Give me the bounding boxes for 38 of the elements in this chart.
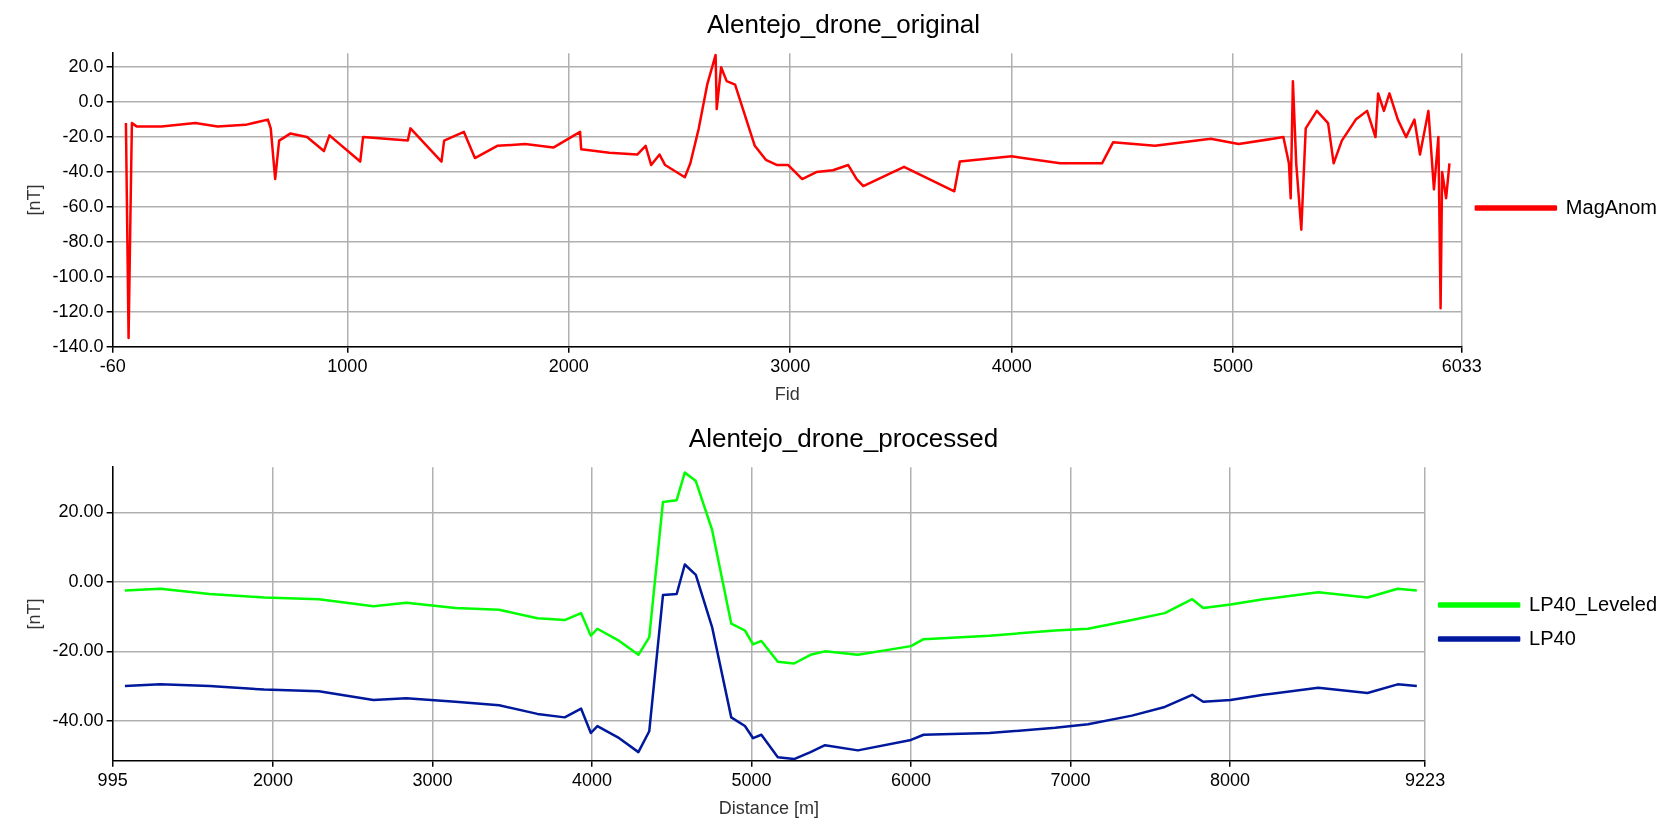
y-tick-label: -100.0	[52, 265, 104, 286]
y-tick-label: -120.0	[52, 300, 104, 321]
y-tick-label: -140.0	[52, 335, 104, 356]
x-tick-label: 9223	[1405, 769, 1446, 790]
x-tick-label: 4000	[571, 769, 612, 790]
legend-label: LP40_Leveled	[1529, 592, 1657, 616]
x-tick-label: 1000	[327, 355, 368, 376]
y-tick-label: -80.0	[62, 230, 104, 251]
x-tick-label: 6000	[890, 769, 932, 790]
x-tick-label: 2000	[548, 355, 589, 376]
x-tick-label: 2000	[252, 769, 293, 790]
x-tick-label: 995	[97, 769, 128, 790]
y-tick-label: 20.00	[58, 501, 104, 522]
x-axis-title: Fid	[774, 384, 800, 405]
y-tick-label: -20.0	[62, 126, 104, 147]
chart-title: Alentejo_drone_original	[706, 8, 981, 39]
y-tick-label: 0.0	[78, 91, 104, 112]
y-tick-label: -20.00	[52, 640, 104, 661]
y-tick-label: -40.00	[52, 709, 104, 730]
chart-title: Alentejo_drone_processed	[688, 422, 999, 453]
x-tick-label: -60	[99, 355, 126, 376]
y-tick-label: 0.00	[68, 570, 104, 591]
y-axis-title: [nT]	[23, 184, 44, 216]
x-tick-label: 4000	[991, 355, 1032, 376]
legend-label: MagAnom	[1565, 195, 1657, 218]
x-tick-label: 6033	[1441, 355, 1482, 376]
y-tick-label: 20.0	[68, 56, 104, 77]
x-tick-label: 5000	[1213, 355, 1254, 376]
x-tick-label: 3000	[770, 355, 811, 376]
x-axis-title: Distance [m]	[718, 798, 819, 819]
y-tick-label: -60.0	[62, 195, 104, 216]
x-tick-label: 7000	[1050, 769, 1091, 790]
x-tick-label: 3000	[412, 769, 453, 790]
legend-label: LP40	[1529, 626, 1576, 649]
y-tick-label: -40.0	[62, 161, 104, 182]
x-tick-label: 5000	[731, 769, 772, 790]
x-tick-label: 8000	[1210, 769, 1251, 790]
y-axis-title: [nT]	[23, 598, 44, 630]
